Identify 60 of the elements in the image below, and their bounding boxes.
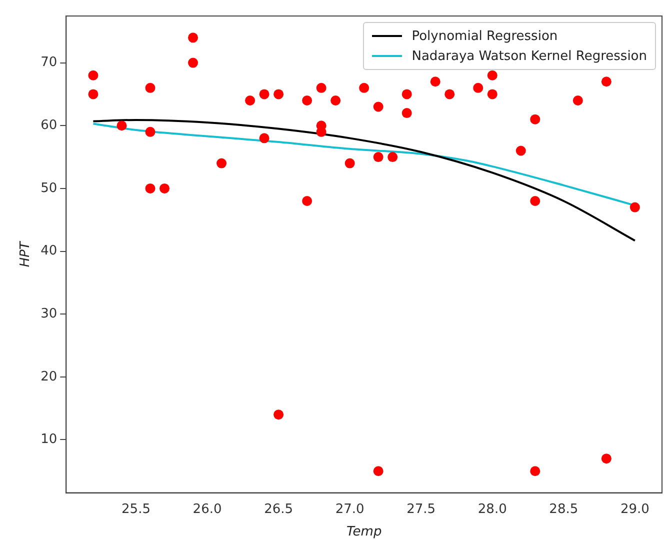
- point: [530, 466, 540, 476]
- point: [530, 196, 540, 206]
- point: [88, 70, 98, 80]
- point: [88, 89, 98, 100]
- point: [388, 152, 398, 162]
- y-tick-label: 10: [40, 432, 58, 448]
- point: [601, 76, 612, 87]
- point: [245, 95, 256, 106]
- legend-label: Nadaraya Watson Kernel Regression: [412, 48, 647, 64]
- y-tick-label: 60: [40, 118, 58, 133]
- x-axis-title: Temp: [346, 524, 382, 540]
- x-tick-label: 27.0: [335, 502, 364, 517]
- line-series: [92, 118, 636, 242]
- point: [145, 126, 156, 137]
- point: [274, 410, 284, 420]
- y-tick-label: 40: [40, 244, 58, 259]
- point: [274, 89, 284, 100]
- point: [302, 196, 312, 206]
- point: [344, 158, 355, 168]
- y-axis-title: HPT: [18, 240, 34, 268]
- point: [330, 95, 341, 106]
- x-tick-label: 26.5: [264, 502, 294, 517]
- point: [402, 108, 412, 118]
- point: [359, 82, 370, 93]
- x-tick-label: 25.5: [122, 502, 150, 517]
- point: [160, 183, 170, 194]
- x-tick-label: 28.5: [549, 502, 578, 517]
- point: [487, 89, 498, 100]
- point: [373, 102, 384, 112]
- point: [373, 466, 384, 476]
- point: [630, 202, 640, 212]
- x-tick-label: 28.0: [478, 502, 507, 517]
- y-tick-label: 30: [40, 306, 58, 322]
- point: [188, 58, 198, 68]
- point: [145, 183, 156, 194]
- point: [444, 89, 455, 100]
- point: [402, 89, 412, 100]
- point: [116, 120, 127, 131]
- point: [516, 146, 526, 156]
- point: [601, 454, 612, 464]
- x-tick-label: 29.0: [620, 502, 650, 517]
- point: [473, 82, 484, 93]
- point: [259, 89, 270, 100]
- legend-label: Polynomial Regression: [412, 28, 558, 44]
- point: [302, 95, 312, 106]
- point: [487, 70, 498, 80]
- point: [316, 82, 326, 93]
- point: [373, 152, 384, 162]
- y-tick-label: 20: [40, 369, 58, 384]
- x-tick-label: 27.5: [406, 502, 436, 517]
- point: [188, 32, 198, 43]
- point: [259, 133, 270, 144]
- point: [216, 158, 227, 168]
- point: [572, 95, 583, 106]
- y-tick-label: 70: [40, 55, 58, 70]
- point: [145, 82, 156, 93]
- point: [430, 76, 440, 87]
- y-tick-label: 50: [40, 180, 58, 196]
- point: [530, 114, 540, 124]
- x-tick-label: 26.0: [192, 502, 222, 517]
